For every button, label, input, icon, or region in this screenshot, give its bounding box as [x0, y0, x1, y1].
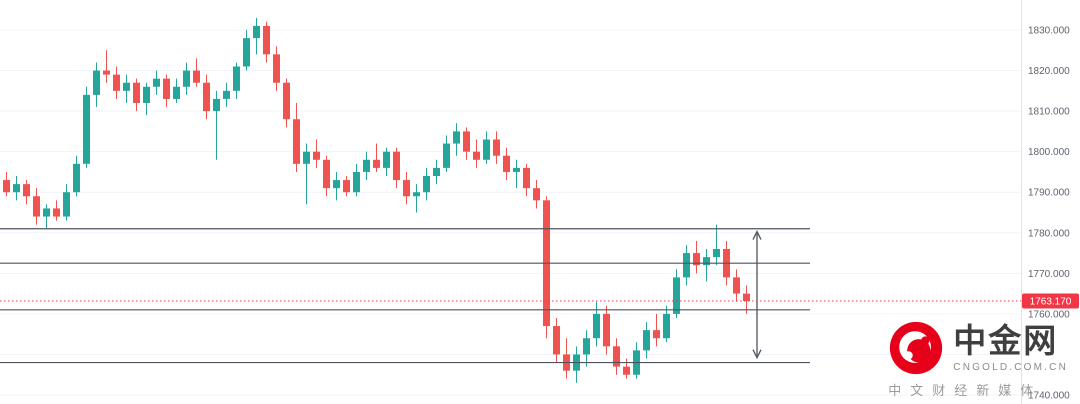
candle-body: [553, 326, 560, 355]
candle-body: [203, 82, 210, 112]
candle-body: [403, 180, 410, 197]
candle-body: [363, 159, 370, 172]
candle-body: [343, 180, 350, 193]
cngold-logo-text: 中金网 CNGOLD.COM.CN: [953, 324, 1068, 373]
candle-body: [443, 143, 450, 168]
candle-body: [333, 180, 340, 189]
price-axis-label: 1780.000: [1028, 228, 1070, 239]
candle-body: [3, 180, 10, 193]
current-price-badge: [1022, 293, 1079, 309]
candle-body: [353, 171, 360, 193]
candle-body: [133, 82, 140, 104]
candle-body: [453, 131, 460, 144]
candle-body: [83, 94, 90, 164]
cngold-watermark: 中金网 CNGOLD.COM.CN 中文财经新媒体: [888, 320, 1068, 399]
candle-body: [183, 70, 190, 87]
candle-body: [223, 90, 230, 99]
candle-body: [213, 98, 220, 112]
price-axis-label: 1820.000: [1028, 66, 1070, 77]
candle-body: [673, 277, 680, 314]
candle-body: [743, 293, 750, 302]
candle-body: [293, 119, 300, 164]
price-axis-label: 1740.000: [1028, 391, 1070, 402]
candle-body: [663, 313, 670, 339]
candle-body: [463, 131, 470, 152]
price-axis-label: 1760.000: [1028, 309, 1070, 320]
price-axis-label: 1790.000: [1028, 188, 1070, 199]
candle-body: [533, 188, 540, 201]
candle-body: [13, 184, 20, 193]
candle-body: [593, 313, 600, 339]
candle-body: [53, 208, 60, 217]
measure-arrow-head-up[interactable]: [752, 230, 762, 240]
candle-body: [273, 54, 280, 83]
logo-domain: CNGOLD.COM.CN: [953, 361, 1068, 373]
candle-body: [683, 253, 690, 278]
candle-body: [323, 159, 330, 189]
candle-body: [493, 139, 500, 156]
candle-body: [423, 176, 430, 193]
candle-body: [643, 330, 650, 351]
candle-body: [193, 70, 200, 83]
price-axis-label: 1810.000: [1028, 107, 1070, 118]
candle-body: [583, 338, 590, 355]
candle-body: [313, 151, 320, 160]
candle-body: [93, 70, 100, 95]
candle-body: [613, 346, 620, 367]
logo-title: 中金网: [953, 321, 1059, 359]
candle-body: [233, 66, 240, 91]
candle-body: [33, 196, 40, 217]
measure-arrow-head-down[interactable]: [752, 349, 762, 360]
logo-tagline: 中文财经新媒体: [888, 383, 1043, 398]
candle-body: [263, 25, 270, 55]
price-axis-label: 1830.000: [1028, 26, 1070, 37]
candle-body: [123, 82, 130, 91]
candle-body: [303, 151, 310, 164]
candle-body: [113, 74, 120, 91]
candle-body: [703, 257, 710, 266]
cngold-logo-icon: [888, 320, 944, 376]
candle-body: [283, 82, 290, 120]
candle-body: [103, 70, 110, 75]
candle-body: [503, 155, 510, 172]
candle-body: [143, 86, 150, 104]
candle-body: [733, 277, 740, 294]
current-price-label: 1763.170: [1030, 297, 1072, 308]
price-axis-label: 1800.000: [1028, 147, 1070, 158]
price-axis-label: 1770.000: [1028, 269, 1070, 280]
candle-body: [373, 159, 380, 168]
candle-body: [23, 184, 30, 197]
candle-body: [693, 253, 700, 266]
candle-body: [623, 366, 630, 375]
candle-body: [473, 151, 480, 160]
candle-body: [713, 249, 720, 258]
candle-body: [43, 208, 50, 217]
candle-body: [163, 78, 170, 99]
cngold-logo-row: 中金网 CNGOLD.COM.CN: [888, 320, 1068, 376]
candle-body: [63, 192, 70, 217]
candle-body: [73, 163, 80, 193]
candle-body: [153, 78, 160, 87]
candle-body: [413, 192, 420, 197]
candle-body: [383, 151, 390, 168]
candle-body: [523, 167, 530, 189]
candle-body: [253, 25, 260, 39]
candle-body: [243, 38, 250, 67]
candle-body: [653, 330, 660, 339]
candle-body: [433, 167, 440, 177]
candle-body: [483, 139, 490, 160]
candle-body: [393, 151, 400, 181]
candle-body: [603, 313, 610, 347]
candle-body: [513, 167, 520, 172]
candle-body: [173, 86, 180, 99]
